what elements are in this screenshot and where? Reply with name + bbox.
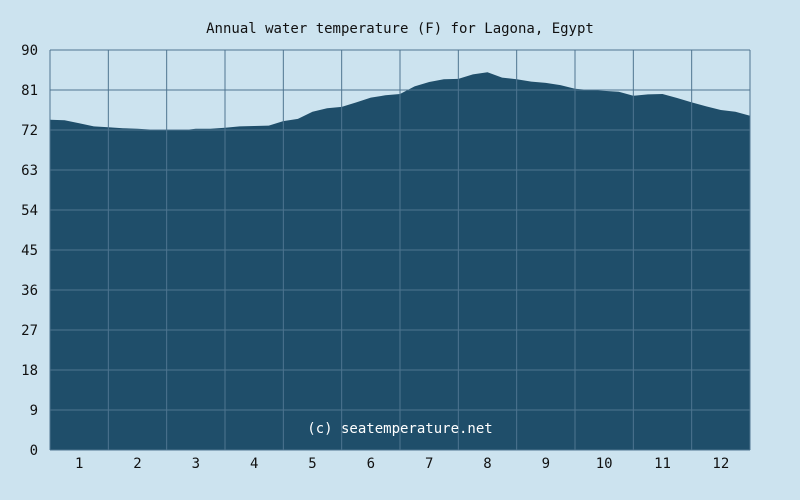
x-tick-label: 11 [654, 456, 671, 472]
x-tick-label: 9 [542, 456, 550, 472]
x-tick-label: 7 [425, 456, 433, 472]
y-tick-label: 54 [21, 203, 38, 219]
chart-title: Annual water temperature (F) for Lagona,… [206, 21, 594, 37]
x-tick-label: 4 [250, 456, 258, 472]
y-tick-label: 90 [21, 43, 38, 59]
y-tick-label: 63 [21, 163, 38, 179]
y-tick-label: 0 [30, 443, 38, 459]
watermark: (c) seatemperature.net [307, 421, 492, 437]
x-tick-label: 12 [712, 456, 729, 472]
y-tick-label: 45 [21, 243, 38, 259]
x-tick-label: 6 [367, 456, 375, 472]
x-tick-label: 8 [483, 456, 491, 472]
y-tick-label: 9 [30, 403, 38, 419]
x-tick-label: 2 [133, 456, 141, 472]
x-tick-label: 10 [596, 456, 613, 472]
y-tick-label: 72 [21, 123, 38, 139]
x-tick-label: 5 [308, 456, 316, 472]
x-tick-label: 1 [75, 456, 83, 472]
y-tick-label: 18 [21, 363, 38, 379]
x-tick-label: 3 [192, 456, 200, 472]
y-tick-label: 36 [21, 283, 38, 299]
y-tick-label: 27 [21, 323, 38, 339]
y-tick-label: 81 [21, 83, 38, 99]
